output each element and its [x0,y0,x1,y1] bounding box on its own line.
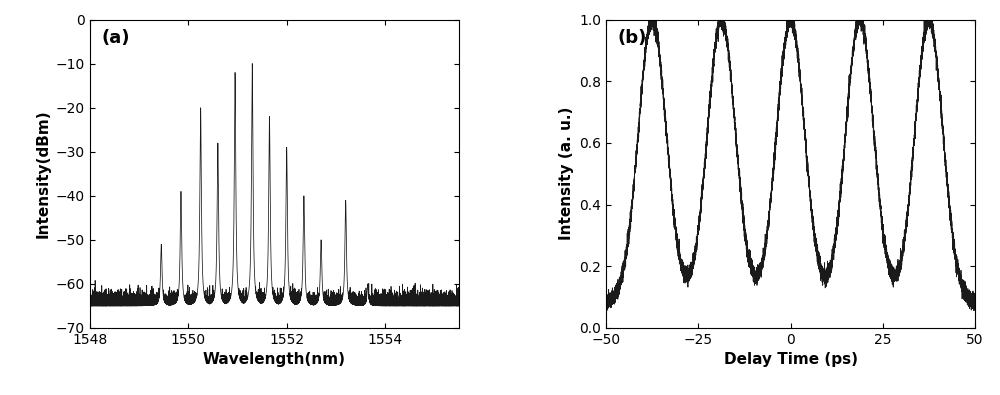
Text: (a): (a) [101,29,130,47]
X-axis label: Delay Time (ps): Delay Time (ps) [724,352,858,367]
Y-axis label: Intensity (a. u.): Intensity (a. u.) [559,107,574,241]
X-axis label: Wavelength(nm): Wavelength(nm) [203,352,346,367]
Y-axis label: Intensity(dBm): Intensity(dBm) [35,109,50,238]
Text: (b): (b) [617,29,647,47]
